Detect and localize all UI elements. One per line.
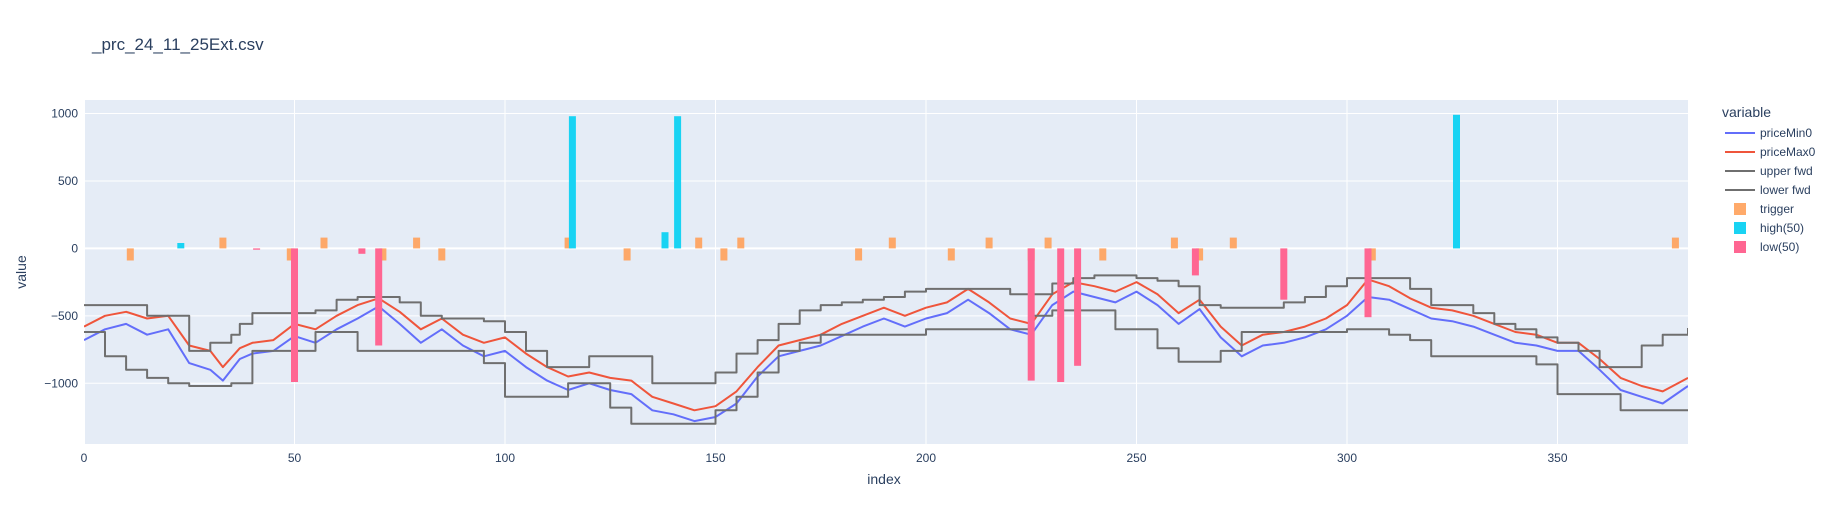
bar-trigger [1196, 248, 1204, 261]
grid [83, 100, 1688, 444]
bar-trigger [985, 237, 993, 249]
bar-trigger [720, 248, 728, 261]
x-tick-label: 0 [81, 451, 88, 465]
bar-low-50 [1027, 248, 1035, 381]
bar-low-50 [1280, 248, 1288, 300]
y-tick-label: 0 [71, 241, 78, 255]
plot-traces [84, 114, 1688, 425]
x-tick-label: 200 [916, 451, 936, 465]
bar-high-50 [568, 116, 576, 249]
bar-trigger [1170, 237, 1178, 249]
legend-item-high-50[interactable]: high(50) [1734, 221, 1804, 235]
legend-label: trigger [1760, 202, 1794, 216]
legend-swatch [1734, 241, 1746, 253]
bar-low-50 [375, 248, 383, 346]
bar-high-50 [1453, 114, 1460, 249]
bar-trigger [286, 248, 294, 261]
legend-item-low-50[interactable]: low(50) [1734, 240, 1799, 254]
bar-low-50 [1057, 248, 1065, 382]
bar-trigger [695, 237, 703, 249]
legend-title: variable [1722, 104, 1771, 120]
x-tick-label: 100 [495, 451, 515, 465]
x-tick-label: 150 [705, 451, 725, 465]
bar-low-50 [358, 248, 366, 254]
plot-area [84, 100, 1688, 444]
bar-low-50 [1191, 248, 1199, 276]
bar-low-50 [1074, 248, 1082, 366]
bar-trigger [1044, 237, 1052, 249]
legend-item-pricemax0[interactable]: priceMax0 [1725, 145, 1816, 159]
plot-clip [84, 114, 1688, 425]
x-tick-label: 50 [288, 451, 302, 465]
bar-trigger [623, 248, 631, 261]
bar-low-50 [1364, 248, 1372, 318]
bar-trigger [413, 237, 421, 249]
bar-high-50 [661, 232, 669, 249]
x-axis: 0 50 100 150 200 250 300 350 [81, 451, 1568, 465]
legend-label: upper fwd [1760, 164, 1813, 178]
x-tick-label: 300 [1337, 451, 1357, 465]
y-tick-label: 1000 [51, 106, 78, 120]
y-tick-label: −1000 [44, 376, 78, 390]
x-tick-label: 350 [1547, 451, 1567, 465]
bar-trigger [1671, 237, 1679, 249]
legend-item-lower-fwd[interactable]: lower fwd [1725, 183, 1811, 197]
bar-trigger [1099, 248, 1107, 261]
y-tick-label: −500 [51, 309, 78, 323]
bar-trigger [379, 248, 387, 261]
bar-trigger [564, 237, 572, 249]
y-tick-label: 500 [58, 174, 78, 188]
series-line-lower-fwd [84, 309, 1688, 425]
legend[interactable]: variable priceMin0 priceMax0 upper fwd lowe… [1722, 104, 1816, 254]
bar-trigger [438, 248, 446, 261]
chart-title: _prc_24_11_25Ext.csv [91, 35, 264, 54]
bar-trigger [947, 248, 955, 261]
bar-trigger [126, 248, 134, 261]
bar-trigger [320, 237, 328, 249]
legend-label: priceMin0 [1760, 126, 1812, 140]
x-axis-title: index [867, 471, 900, 487]
legend-items[interactable]: priceMin0 priceMax0 upper fwd lower fwd trig… [1725, 126, 1816, 254]
bar-high-50 [177, 243, 185, 249]
bar-trigger [855, 248, 863, 261]
y-axis-title: value [13, 255, 29, 289]
legend-label: lower fwd [1760, 183, 1811, 197]
legend-label: priceMax0 [1760, 145, 1816, 159]
legend-label: low(50) [1760, 240, 1799, 254]
bar-trigger [1368, 248, 1376, 261]
legend-label: high(50) [1760, 221, 1804, 235]
legend-item-pricemin0[interactable]: priceMin0 [1725, 126, 1812, 140]
legend-swatch [1734, 203, 1746, 215]
bar-trigger [219, 237, 227, 249]
bar-trigger [737, 237, 745, 249]
bar-low-50 [253, 248, 261, 250]
bar-low-50 [291, 248, 298, 382]
y-axis: −1000 −500 0 500 1000 [44, 106, 78, 390]
x-tick-label: 250 [1126, 451, 1146, 465]
bar-high-50 [674, 116, 682, 249]
bar-trigger [888, 237, 896, 249]
series-line-pricemax0 [84, 278, 1688, 412]
legend-item-upper-fwd[interactable]: upper fwd [1725, 164, 1813, 178]
bar-trigger [1229, 237, 1237, 249]
legend-item-trigger[interactable]: trigger [1734, 202, 1794, 216]
legend-swatch [1734, 222, 1746, 234]
